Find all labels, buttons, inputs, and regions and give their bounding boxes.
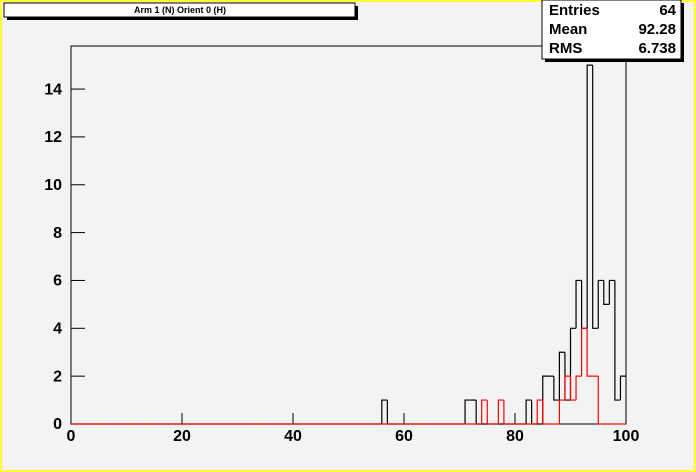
y-tick-label: 6: [53, 273, 62, 290]
histogram-bin: [503, 400, 510, 425]
stats-value: 6.738: [638, 40, 676, 57]
histogram-bin: [592, 65, 599, 329]
stats-value: 92.28: [638, 21, 676, 38]
histogram-bin: [586, 64, 593, 329]
histogram-bin: [586, 328, 593, 377]
histogram-bin: [536, 399, 543, 424]
y-tick-label: 2: [53, 368, 62, 385]
histogram-bin: [614, 280, 621, 401]
stats-box: [541, 0, 682, 60]
x-tick-label: 20: [173, 428, 191, 445]
histogram-bin: [558, 399, 565, 424]
histogram-bin: [564, 375, 571, 401]
histogram-bin: [575, 279, 582, 329]
histogram-bin: [381, 399, 388, 424]
plot-area: [70, 64, 627, 425]
y-tick-label: 4: [53, 321, 62, 338]
histogram-bin: [581, 327, 588, 377]
chart-title: Arm 1 (N) Orient 0 (H): [134, 5, 226, 15]
stats-label: RMS: [549, 40, 582, 57]
histogram-bin: [553, 376, 560, 401]
stats: Entries 64 Mean 92.28 RMS 6.738: [549, 2, 677, 57]
histogram-bin: [464, 399, 471, 424]
x-tick-label: 100: [613, 428, 640, 445]
histogram-bin: [558, 351, 565, 401]
title-box: [3, 2, 356, 18]
stats-value: 64: [659, 2, 676, 19]
histogram-bin: [603, 280, 610, 305]
y-tick-label: 14: [44, 81, 62, 98]
histogram-bin: [525, 399, 532, 424]
histogram-bin: [486, 400, 493, 425]
x-tick-label: 0: [67, 428, 76, 445]
y-tick-label: 8: [53, 225, 62, 242]
x-tick-label: 40: [284, 428, 302, 445]
histogram-bin: [575, 375, 582, 401]
histogram-bin: [608, 279, 615, 305]
histogram-bin: [497, 399, 504, 424]
histogram-bin: [619, 375, 626, 401]
histogram-bin: [542, 400, 549, 425]
stats-label: Mean: [549, 21, 587, 38]
x-tick-label: 60: [395, 428, 413, 445]
y-tick-label: 10: [44, 177, 62, 194]
x-tick-label: 80: [506, 428, 524, 445]
histogram-bin: [569, 376, 577, 401]
histogram-bin: [597, 376, 604, 425]
y-tick-label: 12: [44, 129, 62, 146]
y-tick-label: 0: [53, 416, 62, 433]
histogram-bin: [481, 399, 488, 424]
histogram-bin: [597, 279, 604, 329]
stats-label: Entries: [549, 2, 600, 19]
